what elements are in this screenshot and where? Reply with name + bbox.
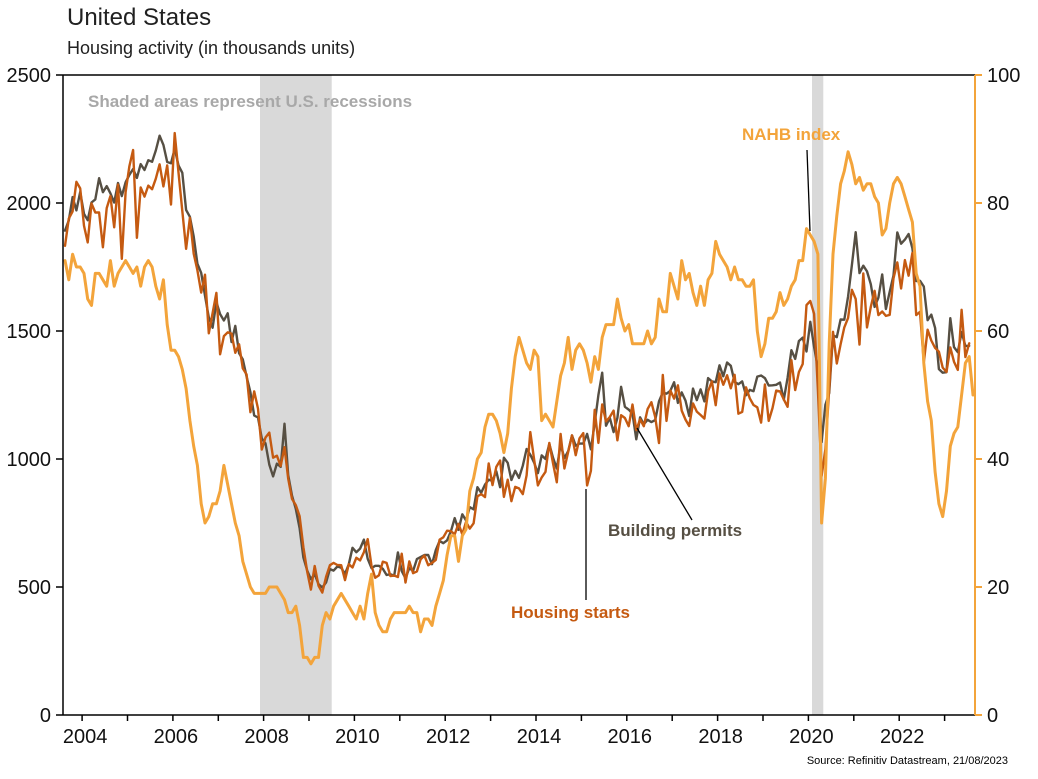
x-axis-tick-label: 2020: [789, 726, 834, 748]
housing-starts-label: Housing starts: [511, 603, 631, 622]
left-axis-tick-label: 0: [40, 705, 51, 727]
nahb-pointer-line: [806, 149, 811, 232]
x-axis-tick-label: 2018: [698, 726, 743, 748]
chart-subtitle: Housing activity (in thousands units): [67, 38, 356, 58]
x-axis-tick-label: 2022: [880, 726, 925, 748]
right-axis-tick-label: 60: [987, 321, 1009, 343]
right-axis-tick-label: 40: [987, 449, 1009, 471]
x-axis-tick-label: 2012: [426, 726, 471, 748]
series-building-permits: [63, 134, 971, 589]
right-axis-tick-label: 100: [987, 65, 1020, 87]
nahb-index-label: NAHB index: [742, 125, 841, 144]
source-attribution: Source: Refinitiv Datastream, 21/08/2023: [806, 755, 1008, 767]
series-housing-starts: [63, 131, 971, 594]
right-axis-tick-label: 0: [987, 705, 998, 727]
x-axis-tick-label: 2016: [608, 726, 653, 748]
permits-pointer-line: [636, 427, 693, 521]
right-axis-tick-label: 20: [987, 577, 1009, 599]
page-title: United States: [67, 4, 212, 31]
left-axis-tick-label: 1000: [7, 449, 52, 471]
left-axis-tick-label: 2000: [7, 193, 52, 215]
x-axis-tick-label: 2008: [244, 726, 289, 748]
x-axis-tick-label: 2004: [63, 726, 108, 748]
recession-band: [260, 75, 332, 715]
left-axis-tick-label: 2500: [7, 65, 52, 87]
x-axis-tick-label: 2006: [154, 726, 199, 748]
series-nahb-index: [63, 150, 975, 666]
left-axis-tick-label: 500: [18, 577, 51, 599]
x-axis-tick-label: 2014: [517, 726, 562, 748]
recession-note: Shaded areas represent U.S. recessions: [88, 92, 413, 111]
x-axis-tick-label: 2010: [335, 726, 380, 748]
left-axis-tick-label: 1500: [7, 321, 52, 343]
building-permits-label: Building permits: [608, 521, 743, 540]
right-axis-tick-label: 80: [987, 193, 1009, 215]
